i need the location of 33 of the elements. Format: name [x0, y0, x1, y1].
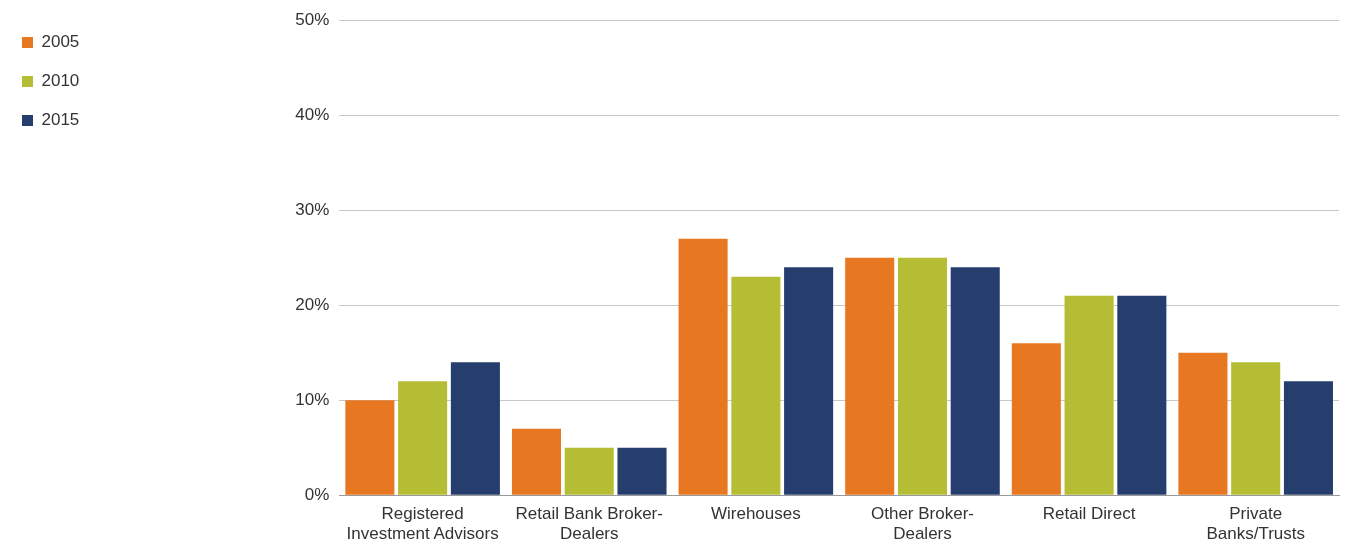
bar — [450, 362, 500, 495]
x-tick-label: Retail Direct — [1042, 504, 1136, 524]
bar — [345, 400, 395, 495]
bar — [678, 238, 728, 495]
legend-label: 2010 — [41, 71, 80, 91]
bar — [1064, 295, 1114, 495]
y-tick-label: 30% — [295, 199, 330, 219]
bar — [784, 267, 834, 495]
bar — [1178, 352, 1228, 495]
bar — [1011, 343, 1061, 495]
bar — [1231, 362, 1281, 495]
bar — [845, 257, 895, 495]
bar — [1117, 295, 1167, 495]
y-tick-label: 40% — [295, 104, 330, 124]
bar — [398, 381, 448, 495]
y-tick-label: 20% — [295, 294, 330, 314]
bar — [897, 257, 947, 495]
legend-label: 2005 — [41, 32, 80, 52]
x-tick-label: Retail Bank Broker-Dealers — [515, 504, 663, 544]
y-tick-label: 50% — [295, 9, 330, 29]
x-tick-label: Other Broker-Dealers — [870, 504, 974, 544]
x-tick-label: Registered Investment Advisors — [346, 504, 499, 544]
x-tick-label: Private Banks/Trusts — [1206, 504, 1305, 544]
bar — [950, 267, 1000, 495]
legend-label: 2015 — [41, 110, 80, 130]
bar — [564, 447, 614, 495]
bar — [1283, 381, 1333, 495]
x-tick-label: Wirehouses — [710, 504, 801, 524]
bar — [731, 276, 781, 495]
bar — [617, 447, 667, 495]
bar — [511, 428, 562, 495]
y-tick-label: 10% — [295, 389, 330, 409]
y-tick-label: 0% — [304, 484, 330, 504]
